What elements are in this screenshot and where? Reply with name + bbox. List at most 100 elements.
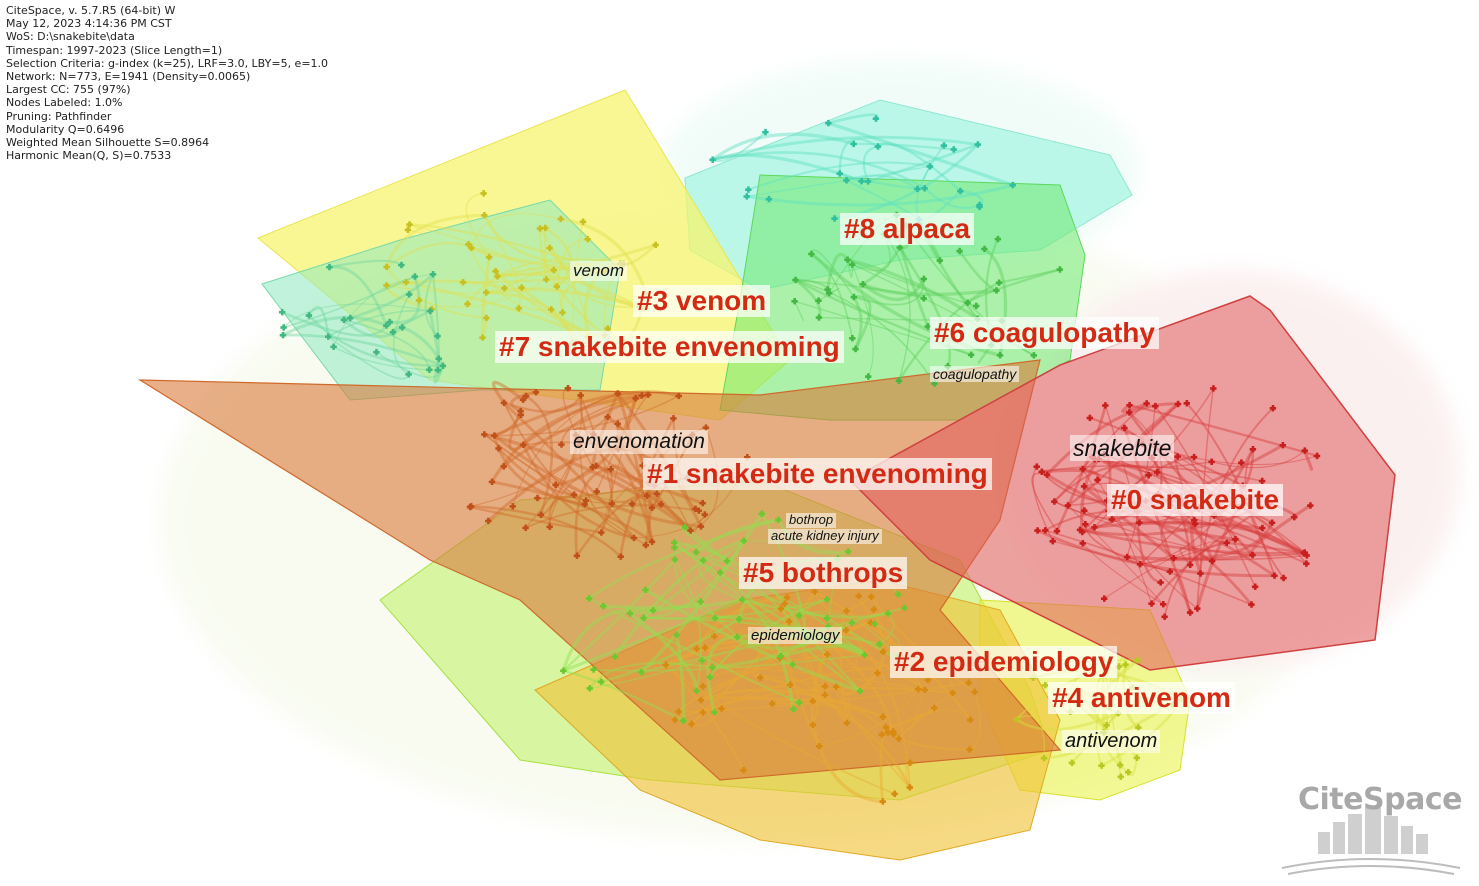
network-node: [786, 618, 793, 625]
network-edge: [307, 314, 443, 368]
network-node: [811, 588, 818, 595]
citespace-logo-graphic: [1281, 808, 1461, 875]
network-node: [671, 556, 678, 563]
network-node: [1079, 540, 1086, 547]
cluster-label-6: #6 coagulopathy: [930, 317, 1159, 350]
keyword-venom: venom: [570, 261, 628, 281]
network-node: [1094, 476, 1101, 484]
network-edge: [588, 597, 800, 704]
network-edge: [665, 664, 745, 771]
network-node: [931, 704, 938, 712]
network-node: [723, 557, 731, 565]
network-node: [740, 537, 747, 544]
network-edge: [1084, 524, 1141, 566]
network-node: [280, 324, 287, 331]
network-node: [762, 128, 769, 136]
network-edge: [695, 518, 779, 554]
network-edge: [673, 541, 861, 692]
network-edge: [714, 615, 866, 657]
network-node: [389, 328, 397, 336]
network-node: [1133, 754, 1140, 761]
cluster-label-3: #3 venom: [633, 285, 771, 318]
network-node: [640, 614, 647, 622]
network-edge: [802, 591, 826, 696]
network-edge: [853, 295, 872, 350]
network-edge: [503, 394, 582, 413]
network-edge: [695, 595, 788, 650]
network-node: [924, 323, 931, 330]
network-edge: [780, 608, 819, 726]
network-node: [485, 517, 492, 525]
network-node: [874, 143, 882, 150]
network-edge: [879, 613, 895, 645]
network-node: [495, 445, 502, 452]
network-node: [509, 503, 516, 510]
network-node: [517, 411, 525, 418]
network-node: [553, 283, 560, 290]
network-edge: [282, 333, 444, 368]
network-node: [920, 275, 927, 283]
network-node: [758, 510, 765, 517]
network-node: [1154, 469, 1161, 476]
network-node: [895, 735, 902, 742]
network-node: [639, 462, 646, 469]
network-edge: [693, 514, 706, 533]
network-edge: [493, 390, 680, 438]
network-edge: [1094, 521, 1263, 530]
network-node: [607, 466, 614, 473]
network-edge: [1128, 411, 1254, 556]
network-node: [411, 273, 418, 280]
network-node: [698, 657, 706, 664]
network-edge: [1139, 520, 1308, 557]
network-edge: [558, 238, 588, 313]
network-node: [573, 552, 581, 559]
network-node: [608, 500, 616, 507]
network-edge: [407, 223, 426, 235]
network-node: [711, 633, 718, 640]
network-edge: [327, 309, 431, 338]
network-edge: [503, 270, 559, 290]
network-node: [1248, 601, 1255, 608]
network-node: [891, 790, 898, 797]
network-node: [1042, 527, 1049, 534]
network-edge: [561, 607, 654, 672]
network-edge: [838, 137, 879, 174]
network-node: [1269, 405, 1277, 412]
network-node: [468, 244, 475, 252]
network-node: [789, 661, 796, 668]
network-edge: [811, 724, 883, 804]
network-node: [884, 729, 891, 736]
network-node: [855, 592, 862, 600]
network-node: [967, 351, 975, 358]
network-edge: [1173, 522, 1274, 560]
network-node: [701, 644, 709, 651]
network-node: [546, 244, 553, 252]
network-node: [1135, 724, 1142, 731]
network-edge: [643, 598, 828, 620]
network-node: [1148, 600, 1155, 607]
network-node: [657, 501, 665, 508]
network-node: [434, 366, 442, 374]
network-node: [876, 640, 883, 648]
network-edge: [480, 256, 491, 338]
network-node: [1117, 773, 1124, 780]
network-node: [878, 731, 885, 738]
network-node: [868, 593, 875, 600]
network-node: [483, 289, 490, 296]
network-node: [1161, 613, 1168, 620]
network-edge: [1303, 450, 1314, 471]
network-node: [586, 685, 593, 692]
network-edge: [538, 228, 606, 336]
network-node: [1134, 657, 1141, 664]
network-edge: [1129, 404, 1318, 458]
network-node: [1126, 402, 1133, 409]
network-node: [1174, 453, 1181, 460]
network-node: [848, 619, 856, 626]
network-node: [560, 667, 567, 674]
network-node: [921, 185, 928, 192]
network-node: [466, 503, 474, 511]
network-node: [642, 541, 649, 549]
logo-text: CiteSpace: [1298, 782, 1462, 817]
network-node: [843, 177, 850, 184]
network-node: [895, 377, 903, 384]
